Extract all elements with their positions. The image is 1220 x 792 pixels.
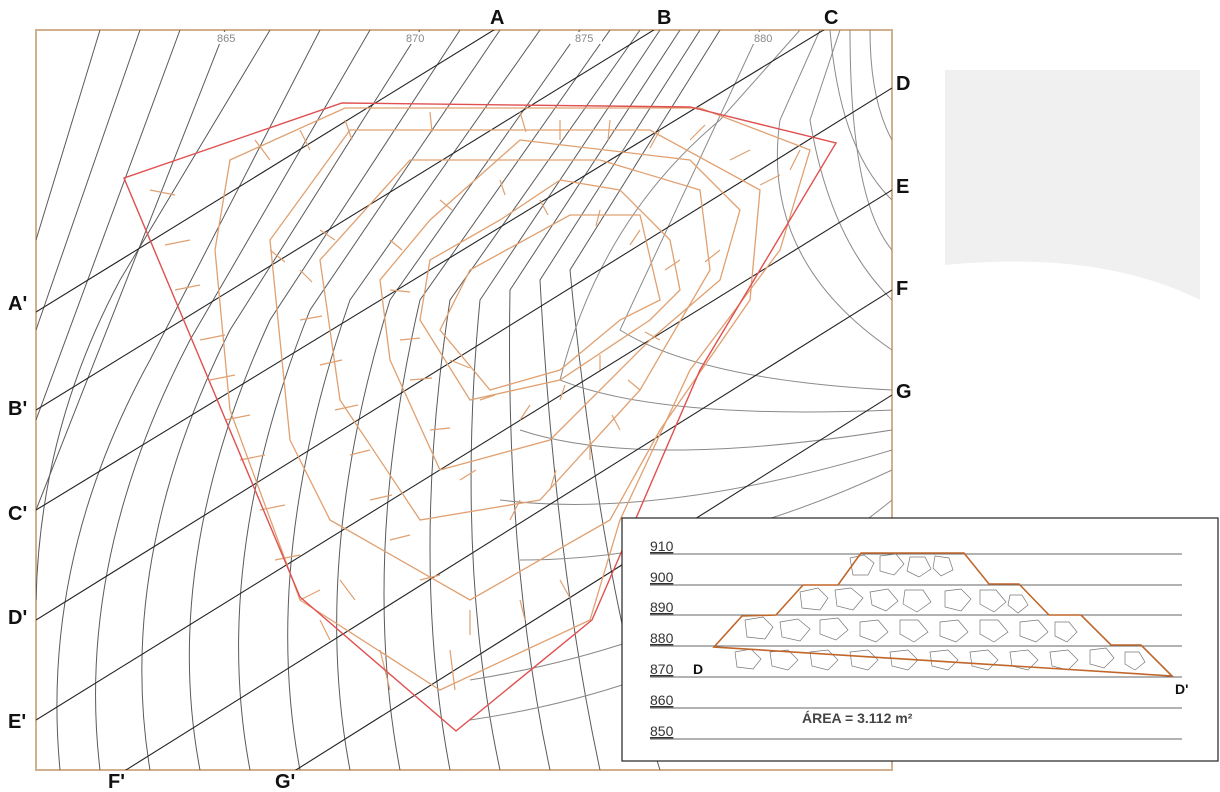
section-line-a (36, 30, 495, 313)
elevation-labels: 910 900 890 880 870 860 850 (650, 538, 674, 739)
label-g-prime: G' (275, 771, 295, 792)
section-line-c (36, 30, 825, 511)
label-a-prime: A' (8, 293, 27, 315)
pile-boundary (123, 102, 838, 732)
cross-section-inset: 910 900 890 880 870 860 850 D D' ÁREA = … (621, 517, 1219, 762)
elevation-lines (650, 553, 1182, 740)
label-g: G (896, 381, 912, 403)
elev-850: 850 (650, 723, 674, 739)
section-start-label: D (693, 661, 703, 677)
label-d: D (896, 73, 910, 95)
pile-hachures (149, 111, 801, 691)
plan-frame (35, 29, 893, 771)
label-c: C (824, 7, 838, 29)
contour-labels: 865 870 875 880 (212, 32, 781, 45)
section-labels: A B C D E F G A' B' C' D' E' F' G' (8, 7, 912, 792)
label-f-prime: F' (108, 771, 125, 792)
background-smudge (945, 70, 1200, 300)
section-profile (712, 552, 1175, 677)
section-lines (36, 30, 892, 770)
label-b: B (657, 7, 671, 29)
terrain-contours-east (469, 30, 892, 721)
section-line-d (36, 87, 892, 621)
label-b-prime: B' (8, 398, 27, 420)
section-line-e (36, 189, 892, 721)
elev-870: 870 (650, 661, 674, 677)
label-d-prime: D' (8, 607, 27, 629)
elev-860: 860 (650, 692, 674, 708)
area-label: ÁREA = 3.112 m² (802, 710, 913, 726)
section-end-label: D' (1175, 681, 1188, 697)
terrain-contours (36, 30, 721, 770)
section-line-f (124, 289, 892, 770)
label-a: A (490, 7, 504, 29)
contour-label-865: 865 (217, 33, 235, 45)
elev-910: 910 (650, 538, 674, 554)
section-line-b (36, 30, 655, 411)
label-e: E (896, 176, 909, 198)
inset-frame (621, 517, 1219, 762)
label-c-prime: C' (8, 503, 27, 525)
contour-label-875: 875 (575, 33, 593, 45)
rock-fill (734, 553, 1146, 671)
contour-label-870: 870 (406, 33, 424, 45)
section-line-g (294, 394, 892, 770)
contour-label-880: 880 (754, 33, 772, 45)
elev-900: 900 (650, 569, 674, 585)
label-e-prime: E' (8, 711, 26, 733)
label-f: F (896, 278, 908, 300)
elev-890: 890 (650, 599, 674, 615)
elev-880: 880 (650, 630, 674, 646)
